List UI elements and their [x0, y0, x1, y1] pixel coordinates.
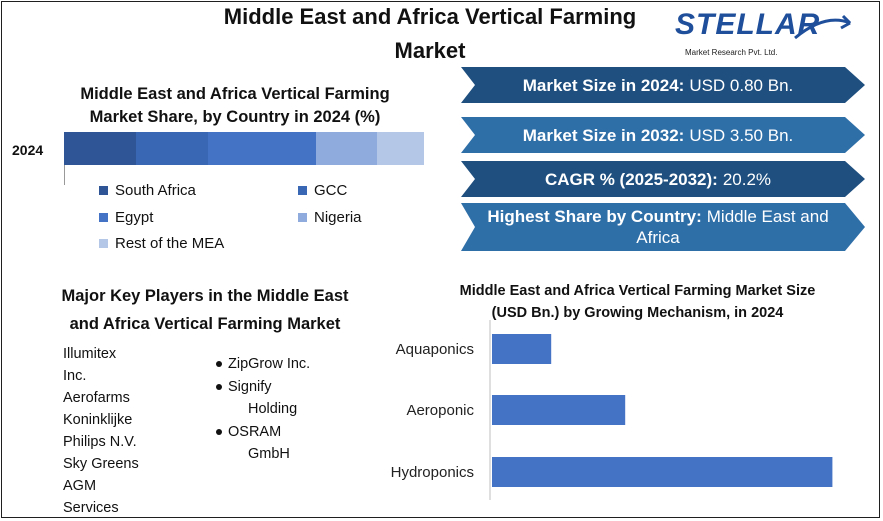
player-name: Koninklijke — [63, 412, 133, 428]
mechanism-chart-title-line1: Middle East and Africa Vertical Farming … — [459, 283, 816, 299]
mechanism-category-label: Aquaponics — [396, 341, 474, 358]
page-title: Middle East and Africa Vertical Farming … — [150, 0, 710, 68]
players-title-line1: Major Key Players in the Middle East — [61, 287, 349, 305]
mechanism-bar — [492, 334, 552, 364]
legend-item: Rest of the MEA — [99, 235, 224, 252]
stat-banner: Market Size in 2024: USD 0.80 Bn. — [461, 67, 865, 103]
share-chart-title: Middle East and Africa Vertical Farming … — [55, 83, 415, 129]
logo-tagline: Market Research Pvt. Ltd. — [685, 48, 778, 57]
banner-label: Highest Share by Country: — [487, 207, 702, 226]
player-name: Illumitex — [63, 346, 117, 362]
logo-arrow-icon — [794, 14, 852, 40]
banner-label: Market Size in 2032: — [522, 125, 685, 145]
player-name: Aerofarms — [63, 390, 130, 406]
banner-arrow-shape — [461, 67, 865, 103]
banner-label: CAGR % (2025-2032): — [544, 169, 718, 189]
player-name: Signify — [216, 376, 310, 399]
players-list-left: Illumitex Inc. Aerofarms Koninklijke Philips… — [63, 343, 139, 519]
bullet-icon — [216, 383, 222, 390]
share-chart-year-label: 2024 — [12, 142, 44, 158]
banner-value: USD 3.50 Bn. — [689, 125, 794, 145]
legend-label: Nigeria — [314, 209, 362, 226]
mechanism-chart-title: Middle East and Africa Vertical Farming … — [440, 280, 835, 324]
player-name: AGM — [63, 478, 97, 494]
share-bar-segment — [316, 132, 378, 165]
banner-text: Highest Share by Country: Middle East and… — [481, 203, 835, 251]
share-bar-segment — [136, 132, 208, 165]
player-name: OSRAM — [216, 421, 310, 444]
stat-banner: Highest Share by Country: Middle East and… — [461, 203, 865, 251]
legend-swatch — [298, 186, 307, 195]
legend-label: GCC — [314, 182, 348, 199]
player-name: ZipGrow Inc. — [216, 353, 310, 376]
legend-swatch — [99, 213, 108, 222]
banner-arrow-shape — [461, 203, 865, 251]
banner-text: Market Size in 2024: USD 0.80 Bn. — [481, 67, 835, 103]
mechanism-category-label: Hydroponics — [391, 464, 474, 481]
legend-label: Rest of the MEA — [115, 235, 225, 252]
share-bar-segment — [377, 132, 424, 165]
mechanism-bar — [492, 395, 626, 425]
player-name: Inc. — [63, 368, 87, 384]
banner-value: Middle East and Africa — [636, 207, 829, 247]
share-chart-title-line2: Market Share, by Country in 2024 (%) — [89, 108, 381, 126]
share-bar-segment — [64, 132, 136, 165]
banner-text: Market Size in 2032: USD 3.50 Bn. — [481, 117, 835, 153]
legend-swatch — [99, 186, 108, 195]
legend-swatch — [298, 213, 307, 222]
player-name: Holding — [248, 401, 298, 417]
share-bar-segment — [208, 132, 316, 165]
stat-banner: CAGR % (2025-2032): 20.2% — [461, 161, 865, 197]
legend-label: South Africa — [115, 182, 196, 199]
players-list-right: ZipGrow Inc. Signify Holding OSRAM GmbH — [216, 353, 310, 466]
banner-arrow-shape — [461, 161, 865, 197]
logo-name: STELLAR — [675, 8, 821, 41]
mechanism-category-label: Aeroponic — [406, 402, 474, 419]
banner-text: CAGR % (2025-2032): 20.2% — [481, 161, 835, 197]
bullet-icon — [216, 428, 222, 435]
banner-arrow-shape — [461, 117, 865, 153]
players-title-line2: and Africa Vertical Farming Market — [69, 315, 341, 333]
mechanism-bar — [492, 457, 833, 487]
player-name: Services — [63, 500, 119, 516]
legend-label: Egypt — [115, 209, 154, 226]
page-title-line1: Middle East and Africa Vertical Farming — [223, 4, 637, 29]
page-title-line2: Market — [394, 38, 466, 63]
players-title: Major Key Players in the Middle East and… — [30, 282, 380, 338]
banner-value: USD 0.80 Bn. — [689, 75, 794, 95]
banner-value: 20.2% — [722, 169, 772, 189]
player-name: GmbH — [248, 446, 290, 462]
mechanism-chart-title-line2: (USD Bn.) by Growing Mechanism, in 2024 — [491, 305, 784, 321]
share-chart-title-line1: Middle East and Africa Vertical Farming — [80, 85, 390, 103]
legend-item: GCC — [298, 182, 347, 199]
legend-item: Nigeria — [298, 209, 362, 226]
stat-banner: Market Size in 2032: USD 3.50 Bn. — [461, 117, 865, 153]
player-name: Philips N.V. — [63, 434, 137, 450]
share-stacked-bar — [64, 132, 424, 165]
bullet-icon — [216, 361, 222, 368]
player-name: Sky Greens — [63, 456, 139, 472]
legend-item: Egypt — [99, 209, 153, 226]
stellar-logo: STELLAR Market Research Pvt. Ltd. — [675, 8, 855, 68]
banner-label: Market Size in 2024: — [522, 75, 685, 95]
legend-swatch — [99, 239, 108, 248]
legend-item: South Africa — [99, 182, 196, 199]
